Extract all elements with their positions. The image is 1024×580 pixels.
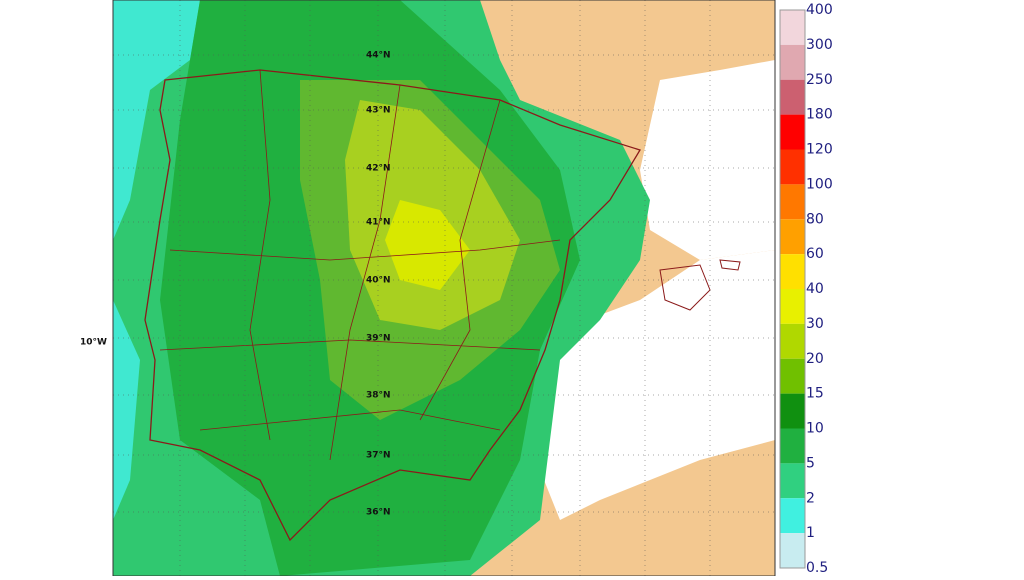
legend-swatch	[780, 498, 805, 534]
legend-swatch	[780, 219, 805, 255]
graticule	[113, 0, 775, 576]
legend-label: 40	[806, 281, 824, 297]
map: 44°N 43°N 42°N 41°N 40°N 39°N 38°N 37°N 36°N 10°…	[80, 0, 776, 577]
legend-label: 10	[806, 421, 824, 437]
lat-labels: 44°N 43°N 42°N 41°N 40°N 39°N 38°N 37°N 36°N	[366, 51, 391, 518]
legend-label: 0.5	[806, 560, 828, 576]
legend-label: 250	[806, 72, 833, 88]
legend-swatch	[780, 114, 805, 150]
legend-label: 20	[806, 351, 824, 367]
legend-swatch	[780, 10, 805, 45]
legend-label: 300	[806, 37, 833, 53]
legend-swatch	[780, 149, 805, 185]
legend-label: 5	[806, 455, 815, 471]
legend-swatch	[780, 428, 805, 464]
lat-label: 40°N	[366, 276, 391, 286]
lat-label: 44°N	[366, 51, 391, 61]
lat-label: 39°N	[366, 334, 391, 344]
lat-label: 43°N	[366, 106, 391, 116]
precip-trace	[113, 0, 200, 240]
legend-label: 60	[806, 246, 824, 262]
legend-swatch	[780, 463, 805, 499]
legend-swatch	[780, 358, 805, 394]
sea	[640, 60, 775, 260]
legend-label: 80	[806, 211, 824, 227]
lat-label: 42°N	[366, 164, 391, 174]
legend-frame	[779, 9, 806, 569]
legend-swatch	[780, 184, 805, 220]
lat-label: 37°N	[366, 451, 391, 461]
legend: 400 300 250 180 120 100 80 60 40 30 20 15 10 5 2 1 0.5	[779, 2, 833, 576]
legend-label: 120	[806, 142, 833, 158]
legend-label: 1	[806, 525, 815, 541]
legend-swatch	[780, 289, 805, 324]
legend-swatch	[780, 533, 805, 568]
coastline	[144, 69, 641, 542]
islands	[659, 259, 741, 311]
legend-label: 400	[806, 2, 833, 18]
legend-swatch	[780, 254, 805, 289]
precip-trace	[113, 300, 140, 520]
legend-swatch	[780, 323, 805, 359]
legend-label: 180	[806, 107, 833, 123]
lat-label: 41°N	[366, 218, 391, 228]
lat-label: 36°N	[366, 508, 391, 518]
lon-label: 10°W	[80, 338, 107, 348]
legend-label: 30	[806, 316, 824, 332]
legend-swatch	[780, 79, 805, 115]
legend-label: 15	[806, 386, 824, 402]
precip-heaviest	[385, 200, 470, 290]
legend-label: 100	[806, 176, 833, 192]
borders	[159, 69, 561, 461]
legend-swatch	[780, 393, 805, 429]
legend-label: 2	[806, 490, 815, 506]
lat-label: 38°N	[366, 391, 391, 401]
legend-swatch	[780, 44, 805, 80]
